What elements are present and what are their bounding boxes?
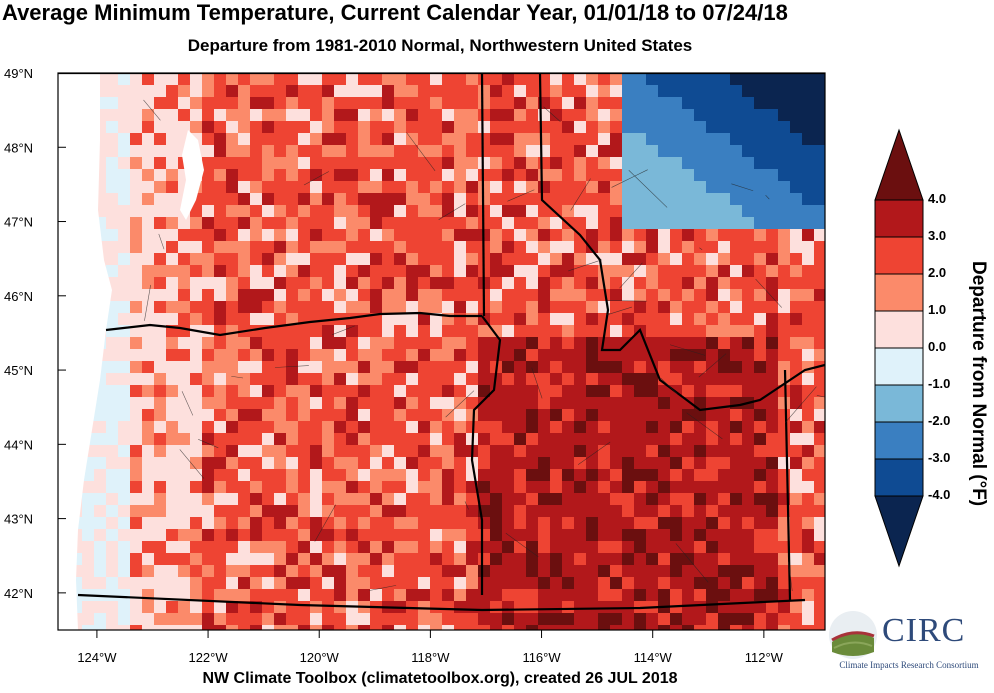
- colorbar-bin: [874, 236, 924, 275]
- circ-logo-emblem: [829, 611, 877, 659]
- lat-tick-label: 46°N: [4, 289, 33, 304]
- circ-logo: CIRC Climate Impacts Research Consortium: [826, 608, 992, 688]
- lon-tick-label: 112°W: [745, 650, 784, 665]
- border-id-mt: [538, 73, 825, 412]
- puget-sound: [180, 130, 204, 220]
- colorbar-tick-label: -4.0: [928, 487, 951, 502]
- colorbar-bin: [874, 128, 924, 201]
- border-id-wy: [783, 369, 792, 601]
- border-south: [77, 593, 806, 612]
- colorbar-bin: [874, 495, 924, 568]
- colorbar-bin: [874, 421, 924, 460]
- lat-tick-label: 44°N: [4, 437, 33, 452]
- colorbar-bin: [874, 384, 924, 423]
- lon-tick-label: 114°W: [634, 650, 673, 665]
- circ-logo-text: CIRC: [882, 612, 966, 649]
- lon-tick-label: 124°W: [77, 650, 117, 665]
- colorbar-title: Departure from Normal (°F): [968, 261, 989, 507]
- colorbar-tick-label: 0.0: [928, 339, 947, 354]
- lat-tick-label: 43°N: [4, 512, 33, 527]
- border-wa-id: [480, 73, 486, 317]
- colorbar-bin: [874, 310, 924, 349]
- coastline: [58, 73, 112, 630]
- lon-tick-label: 122°W: [188, 650, 228, 665]
- colorbar-bin: [874, 199, 924, 238]
- lon-tick-label: 118°W: [411, 650, 450, 665]
- border-wa-or: [105, 311, 482, 337]
- map-subtitle: Departure from 1981-2010 Normal, Northwe…: [187, 36, 693, 55]
- lon-tick-label: 116°W: [522, 650, 561, 665]
- border-or-id: [470, 315, 502, 595]
- lat-tick-label: 49°N: [4, 66, 33, 81]
- colorbar: [874, 128, 924, 568]
- colorbar-bin: [874, 458, 924, 497]
- colorbar-tick-label: -3.0: [928, 450, 951, 465]
- lat-tick-label: 47°N: [4, 215, 33, 230]
- map-footer: NW Climate Toolbox (climatetoolbox.org),…: [202, 670, 678, 687]
- lat-tick-label: 42°N: [4, 586, 33, 601]
- colorbar-bin: [874, 273, 924, 312]
- lat-tick-label: 48°N: [4, 140, 33, 155]
- anomaly-map: 49°N 48°N 47°N 46°N 45°N 44°N 43°N 42°N 124°W 12…: [4, 66, 826, 665]
- colorbar-tick-label: 2.0: [928, 265, 947, 280]
- colorbar-tick-label: 1.0: [928, 302, 947, 317]
- lat-tick-label: 45°N: [4, 363, 33, 378]
- map-frame: [57, 72, 826, 631]
- colorbar-tick-label: -2.0: [928, 413, 951, 428]
- colorbar-tick-label: -1.0: [928, 376, 951, 391]
- colorbar-tick-label: 4.0: [928, 191, 947, 206]
- colorbar-tick-label: 3.0: [928, 228, 947, 243]
- circ-logo-subtitle: Climate Impacts Research Consortium: [839, 660, 979, 670]
- map-title: Average Minimum Temperature, Current Cal…: [2, 0, 788, 25]
- colorbar-bin: [874, 347, 924, 386]
- lon-tick-label: 120°W: [300, 650, 340, 665]
